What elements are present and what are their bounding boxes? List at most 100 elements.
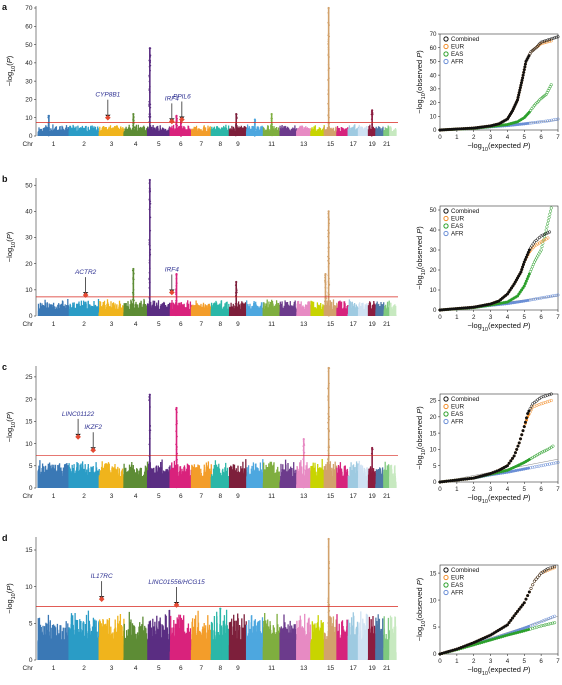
peak-point — [132, 126, 135, 129]
qq-point — [537, 120, 541, 124]
qq-point — [529, 404, 534, 408]
chr-tick-label: 5 — [157, 493, 161, 500]
qq-point — [551, 444, 555, 448]
peak-point — [328, 463, 331, 466]
peak-top-point — [235, 112, 238, 116]
peak-point — [175, 299, 178, 302]
qq-point — [542, 41, 547, 45]
peak-point — [328, 562, 330, 565]
qq-point — [550, 294, 554, 298]
qq-point — [528, 121, 532, 125]
chr-9-base — [229, 639, 247, 660]
qq-series-eas — [438, 444, 555, 484]
peak-top-point — [371, 109, 374, 112]
qq-point — [539, 624, 543, 628]
peak-point — [327, 461, 330, 464]
qq-y-axis-label-text: −log10(observed P) — [415, 577, 427, 641]
peak-point — [148, 182, 151, 185]
qq-point — [543, 463, 547, 467]
peak-point — [302, 445, 305, 448]
snp-points — [37, 178, 397, 317]
chr-tick-label: 15 — [327, 321, 335, 328]
peak-point — [176, 446, 178, 448]
legend-marker — [443, 574, 449, 581]
peak-point — [235, 130, 238, 133]
peak-chr-6 — [175, 406, 178, 489]
qq-point — [551, 615, 555, 619]
qq-point — [531, 626, 535, 630]
chr-tick-label: 6 — [179, 321, 183, 328]
peak-point — [219, 645, 221, 648]
peak-point — [149, 132, 151, 134]
qq-point — [548, 230, 552, 234]
y-tick-label: 40 — [430, 227, 437, 234]
peak-point — [271, 130, 274, 133]
x-tick-label: 7 — [556, 486, 560, 493]
qq-frame — [439, 33, 559, 131]
y-tick-label: 0 — [433, 127, 437, 134]
gene-annotation: CYP8B1 — [95, 92, 121, 121]
qq-point — [547, 399, 551, 403]
peak-point — [148, 277, 151, 280]
qq-point — [509, 459, 513, 463]
lead-snp-marker — [179, 116, 185, 123]
peak-point — [327, 69, 330, 71]
peak-point — [148, 479, 151, 482]
legend-label: Combined — [451, 567, 480, 574]
chr-tick-label: 11 — [268, 665, 275, 672]
panel-a: a010203040506070−log10(P)CYP8B1IRF4PPIL6… — [2, 2, 560, 153]
x-tick-label: 4 — [506, 134, 510, 141]
chr-22-base — [389, 308, 396, 316]
qq-point — [548, 462, 552, 466]
gene-label: PPIL6 — [173, 94, 191, 101]
peak-chr-1 — [47, 114, 51, 137]
peak-point — [327, 219, 330, 221]
y-tick-label: 50 — [25, 182, 33, 189]
peak-point — [324, 291, 327, 293]
qq-point — [541, 239, 545, 243]
x-tick-label: 7 — [556, 658, 560, 665]
peak-point — [47, 116, 50, 119]
peak-point — [148, 208, 151, 211]
chr-9-base — [229, 308, 247, 316]
peak-point — [328, 654, 331, 656]
y-tick-label: 0 — [29, 133, 33, 140]
chr-tick-label: 21 — [383, 665, 391, 672]
chr-tick-label: 9 — [236, 141, 240, 148]
qq-point — [553, 566, 557, 570]
peak-point — [148, 65, 151, 68]
y-tick-label: 25 — [25, 374, 33, 381]
y-tick-label: 10 — [25, 441, 33, 448]
peak-point — [148, 469, 151, 472]
chr-8-base — [211, 308, 230, 316]
chr-19-base — [368, 308, 376, 316]
peak-point — [327, 224, 330, 227]
qq-point — [548, 294, 553, 298]
x-tick-label: 4 — [506, 486, 510, 493]
chr-13-base — [296, 308, 311, 316]
qq-point — [541, 395, 545, 399]
chr-tick-label: 4 — [134, 493, 138, 500]
y-tick-label: 10 — [430, 597, 437, 604]
chr-22-base — [389, 639, 396, 660]
qq-point — [518, 437, 523, 441]
y-tick-label: 40 — [25, 60, 33, 67]
qq-plot: 0 1 2 3 4 5 6 7 0 5 10 15 20 25 −log10(expected P) −log… — [415, 392, 560, 505]
legend-marker — [443, 208, 449, 214]
peak-point — [149, 471, 152, 474]
qq-point — [556, 35, 560, 39]
legend-marker — [443, 223, 449, 229]
peak-point — [327, 48, 330, 51]
qq-frame — [439, 564, 559, 655]
y-tick-label: 30 — [430, 247, 437, 254]
peak-chr-19 — [370, 109, 374, 137]
peak-point — [371, 128, 374, 131]
peak-top-point — [132, 112, 135, 116]
y-tick-label: 5 — [29, 463, 33, 470]
qq-point — [549, 392, 553, 396]
peak-point — [148, 243, 151, 246]
gene-annotation: IRF4 — [165, 266, 179, 296]
qq-point — [549, 616, 553, 620]
lead-snp-marker — [173, 602, 180, 608]
